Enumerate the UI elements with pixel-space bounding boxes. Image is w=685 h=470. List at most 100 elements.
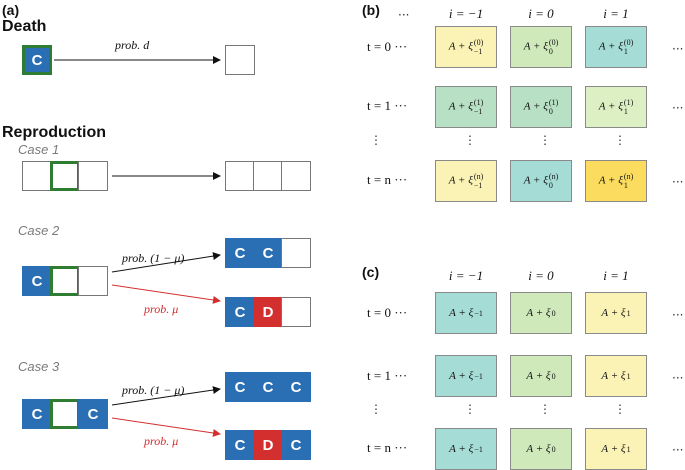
b-cell-expr: A + ξ (0) 1 (598, 38, 634, 56)
c-row-label-0-text: t = 0 (367, 305, 391, 320)
case2-prob-mu: prob. μ (144, 302, 179, 316)
b-cell-r0-c0: A + ξ (0) −1 (435, 26, 497, 68)
c-row-2-right-ellipsis: ··· (672, 443, 684, 457)
c-row-0-ellipsis: ··· (394, 305, 408, 320)
case1-result-empty-1 (225, 161, 255, 191)
b-cell-sub: 1 (623, 47, 628, 56)
panel-b-label: (b) (362, 2, 380, 18)
c-cell-sub: −1 (474, 371, 483, 381)
case3-arrow-red (111, 417, 221, 437)
b-row-2-ellipsis: ··· (394, 172, 408, 187)
case2-result-empty (281, 238, 311, 268)
death-empty-cell (225, 45, 255, 75)
case3-prob-one-minus-mu: prob. (1 − μ) (122, 383, 185, 397)
b-cell-sup: (1) (548, 98, 559, 107)
c-col-head-3: i = 1 (603, 268, 629, 283)
c-cell-sub: 0 (551, 308, 556, 318)
case3-prob-mu: prob. μ (144, 434, 179, 448)
reproduction-heading: Reproduction (2, 124, 106, 141)
case1-left-empty (22, 161, 52, 191)
b-cell-sub: −1 (473, 181, 483, 190)
c-col-head-2: i = 0 (528, 268, 554, 283)
c-row-label-0: t = 0 ··· (367, 305, 407, 321)
b-cell-r1-c1: A + ξ (1) 0 (510, 86, 572, 128)
b-cell-r2-c1: A + ξ (n) 0 (510, 160, 572, 202)
b-vdots-3: ⋮ (614, 133, 626, 147)
b-header-ellipsis: ··· (398, 8, 410, 22)
c-cell-sub: −1 (474, 308, 483, 318)
b-cell-sub: 1 (623, 107, 628, 116)
b-row-label-0: t = 0 ··· (367, 39, 407, 55)
case1-result-empty-2 (253, 161, 283, 191)
c-col-head-1: i = −1 (448, 268, 484, 283)
b-cell-sup: (0) (623, 38, 634, 47)
b-cell-sup: (n) (623, 172, 634, 181)
b-row-label-0-text: t = 0 (367, 39, 391, 54)
b-cell-expr: A + ξ (0) −1 (448, 38, 484, 56)
b-cell-sub: 0 (548, 107, 553, 116)
b-col-head-2: i = 0 (528, 6, 554, 21)
b-row-label-2: t = n ··· (367, 172, 407, 188)
case1-result-empty-3 (281, 161, 311, 191)
c-row-label-1: t = 1 ··· (367, 368, 407, 384)
case3-result-coop-2: C (253, 372, 283, 402)
c-row-0-right-ellipsis: ··· (672, 308, 684, 322)
case2-arrow-red (111, 284, 221, 304)
b-cell-sup: (1) (473, 98, 484, 107)
prob-d-label: prob. d (115, 38, 150, 52)
b-row-1-right-ellipsis: ··· (672, 101, 684, 115)
b-cell-expr: A + ξ (1) −1 (448, 98, 484, 116)
b-cell-sub: 0 (548, 181, 553, 190)
b-vdots-left: ⋮ (370, 133, 382, 147)
c-row-label-2-text: t = n (367, 440, 391, 455)
case2-coop-cell: C (22, 266, 52, 296)
b-cell-expr: A + ξ (n) 1 (598, 172, 634, 190)
c-cell-r1-c0: A + ξ −1 (435, 355, 497, 397)
b-col-head-3: i = 1 (603, 6, 629, 21)
c-cell-expr: A + ξ −1 (449, 307, 483, 319)
case3-label: Case 3 (18, 359, 60, 374)
c-cell-sub: −1 (474, 444, 483, 454)
c-cell-sub: 1 (626, 444, 631, 454)
case3-mut-defect: D (253, 430, 283, 460)
c-cell-expr: A + ξ −1 (449, 443, 483, 455)
c-cell-sub: 1 (626, 308, 631, 318)
panel-a-label: (a) (2, 2, 20, 18)
case3-arrow-black (111, 386, 221, 406)
case2-arrow-black (111, 252, 221, 273)
c-cell-sub: 0 (551, 371, 556, 381)
b-row-0-right-ellipsis: ··· (672, 42, 684, 56)
b-cell-expr: A + ξ (n) −1 (448, 172, 484, 190)
c-cell-r0-c0: A + ξ −1 (435, 292, 497, 334)
c-cell-sub: 0 (551, 444, 556, 454)
b-cell-r1-c2: A + ξ (1) 1 (585, 86, 647, 128)
b-cell-sup: (n) (473, 172, 484, 181)
death-coop-cell: C (22, 45, 52, 75)
c-cell-expr: A + ξ −1 (449, 370, 483, 382)
b-cell-expr: A + ξ (n) 0 (523, 172, 559, 190)
case2-right-empty (78, 266, 108, 296)
case2-mut-coop: C (225, 297, 255, 327)
b-cell-sub: 0 (548, 47, 553, 56)
b-row-2-right-ellipsis: ··· (672, 175, 684, 189)
b-cell-r0-c2: A + ξ (0) 1 (585, 26, 647, 68)
b-cell-sup: (0) (473, 38, 484, 47)
case2-result-coop-2: C (253, 238, 283, 268)
c-row-1-right-ellipsis: ··· (672, 371, 684, 385)
case2-prob-one-minus-mu: prob. (1 − μ) (122, 251, 185, 265)
c-vdots-1: ⋮ (464, 402, 476, 416)
b-cell-sub: −1 (473, 47, 483, 56)
b-cell-r2-c0: A + ξ (n) −1 (435, 160, 497, 202)
b-row-1-ellipsis: ··· (394, 98, 408, 113)
case3-coop-right: C (78, 399, 108, 429)
